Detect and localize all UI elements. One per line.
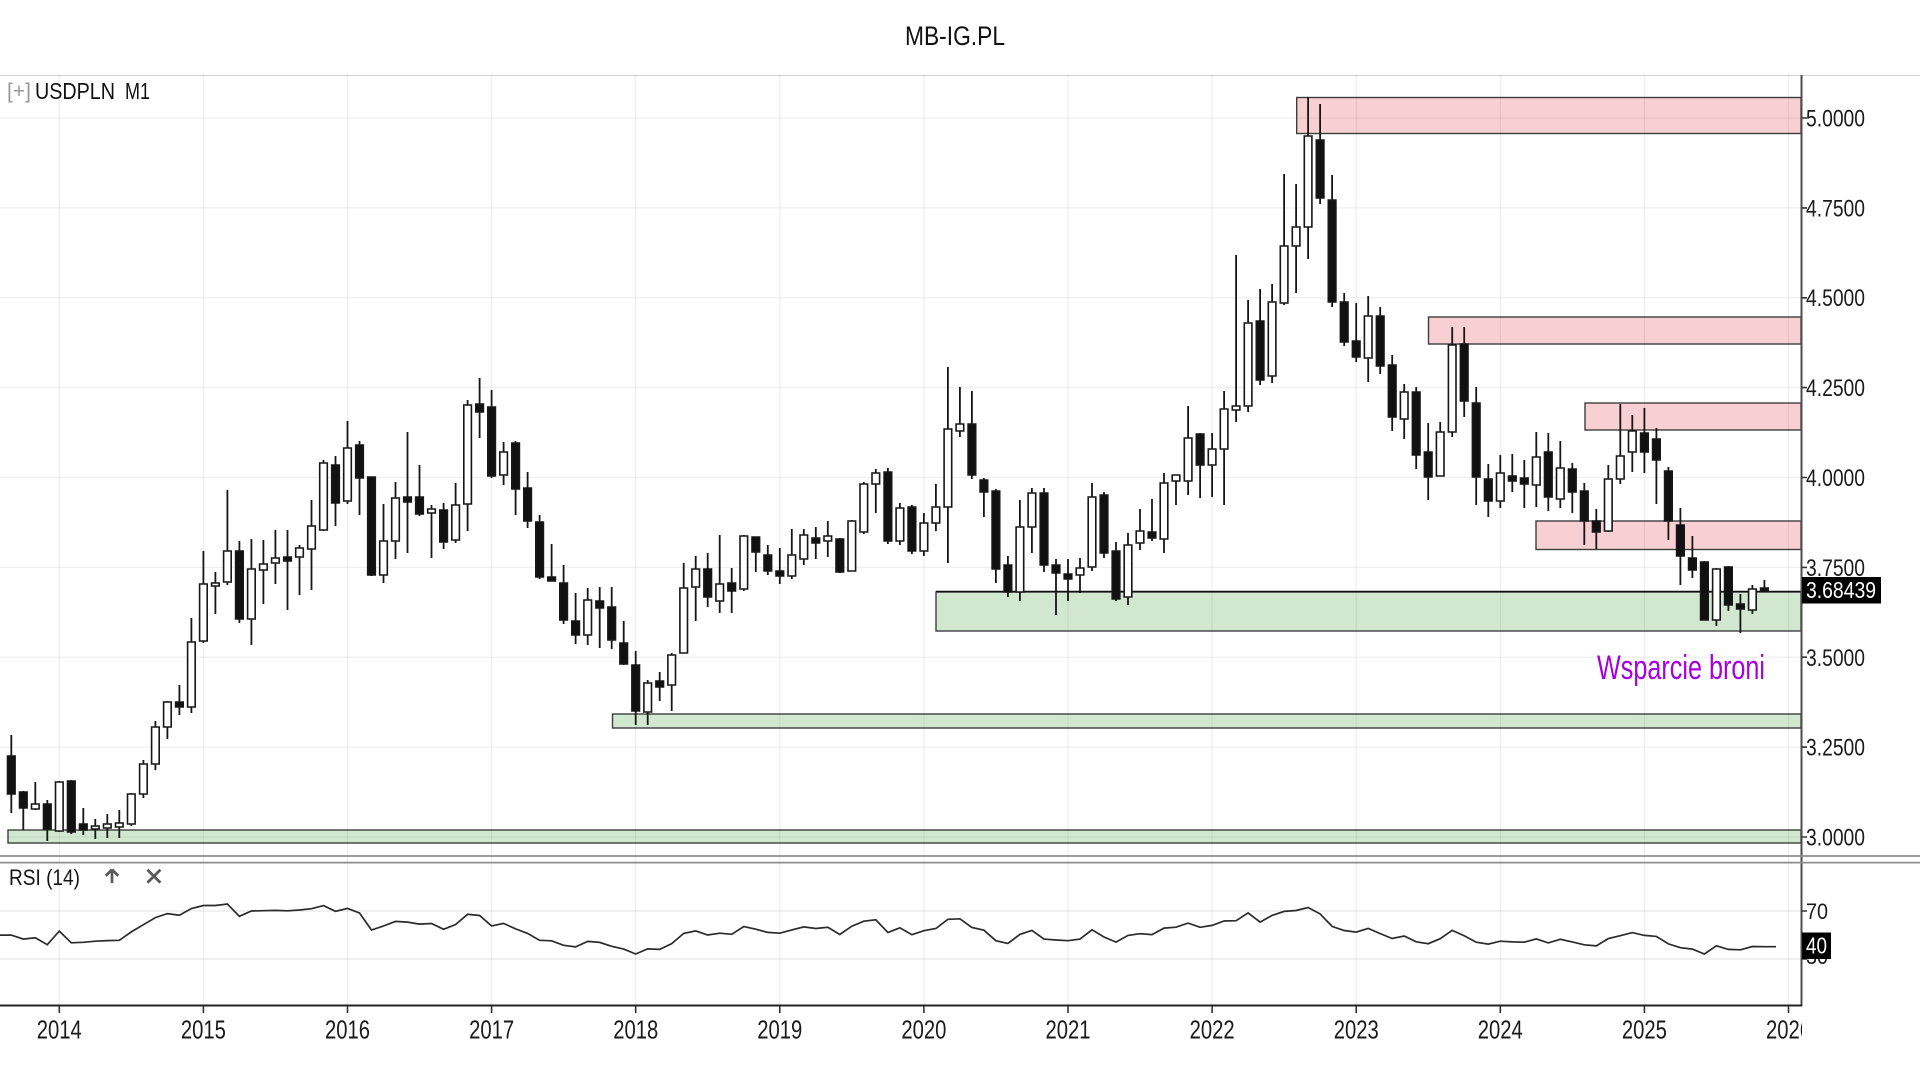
- svg-text:Wsparcie broni: Wsparcie broni: [1597, 649, 1765, 687]
- svg-text:2026: 2026: [1766, 1015, 1811, 1045]
- svg-text:2017: 2017: [469, 1015, 514, 1045]
- svg-text:3.68439: 3.68439: [1806, 577, 1876, 603]
- svg-text:RSI (14): RSI (14): [9, 865, 80, 890]
- svg-text:4.2500: 4.2500: [1806, 375, 1865, 402]
- svg-text:2021: 2021: [1046, 1015, 1091, 1045]
- svg-text:2016: 2016: [325, 1015, 370, 1045]
- svg-text:2023: 2023: [1334, 1015, 1379, 1045]
- svg-text:5.0000: 5.0000: [1806, 106, 1865, 133]
- svg-text:2022: 2022: [1190, 1015, 1235, 1045]
- svg-text:40: 40: [1806, 933, 1827, 959]
- svg-text:4.5000: 4.5000: [1806, 285, 1865, 312]
- svg-text:2025: 2025: [1622, 1015, 1667, 1045]
- svg-text:M1: M1: [125, 78, 150, 104]
- svg-text:USDPLN: USDPLN: [35, 78, 115, 104]
- svg-text:3.5000: 3.5000: [1806, 645, 1865, 672]
- svg-text:2020: 2020: [901, 1015, 946, 1045]
- svg-text:4.0000: 4.0000: [1806, 465, 1865, 492]
- svg-text:4.7500: 4.7500: [1806, 195, 1865, 222]
- svg-text:70: 70: [1806, 899, 1828, 924]
- svg-text:3.2500: 3.2500: [1806, 735, 1865, 762]
- svg-text:2015: 2015: [181, 1015, 226, 1045]
- svg-text:3.0000: 3.0000: [1806, 825, 1865, 852]
- svg-text:MB-IG.PL: MB-IG.PL: [905, 21, 1005, 51]
- svg-text:2014: 2014: [37, 1015, 82, 1045]
- svg-text:2019: 2019: [757, 1015, 802, 1045]
- svg-text:2024: 2024: [1478, 1015, 1523, 1045]
- svg-text:2018: 2018: [613, 1015, 658, 1045]
- svg-text:[+]: [+]: [7, 80, 31, 103]
